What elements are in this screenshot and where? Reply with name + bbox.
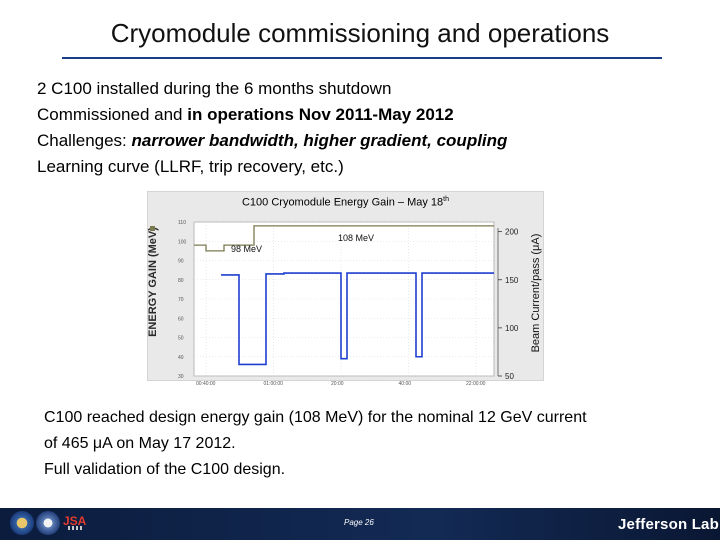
x-tick-label: 40:00 [399,381,412,387]
bullet-emphasis-text: narrower bandwidth, higher gradient, cou… [131,131,508,150]
summary-line-2: of 465 μA on May 17 2012. [44,435,236,452]
chart-frame [147,191,544,381]
bullet-text: Commissioned and [37,105,188,124]
x-tick-label: 00:40:00 [196,381,216,387]
jsa-logo-dots [68,526,82,530]
bullet-line-3: Challenges: narrower bandwidth, higher g… [37,128,697,154]
title-divider [62,57,662,59]
bullet-line-4: Learning curve (LLRF, trip recovery, etc… [37,154,697,180]
bullet-line-1: 2 C100 installed during the 6 months shu… [37,76,697,102]
footer-bar [0,508,720,540]
y-axis-right-label: Beam Current/pass (μA) [530,233,542,353]
jefferson-lab-logo: Jefferson Lab [618,516,719,533]
bullet-line-2: Commissioned and in operations Nov 2011-… [37,102,697,128]
summary-line-1: C100 reached design energy gain (108 MeV… [44,409,587,426]
chart-title-text: C100 Cryomodule Energy Gain – May 18 [241,196,444,209]
jsa-logo: JSA [63,514,87,528]
bullet-text: 2 C100 installed during the 6 months shu… [37,79,392,98]
office-of-science-seal-icon [36,511,60,535]
bullet-text: Challenges: [37,131,132,150]
page-number: Page 26 [344,518,374,527]
y-axis-left-label: ENERGY GAIN (MeV) [147,227,159,337]
chart-title: C100 Cryomodule Energy Gain – May 18th [147,196,544,209]
doe-seal-icon [10,511,34,535]
x-tick-label: 20:00 [331,381,344,387]
summary-text: C100 reached design energy gain (108 MeV… [44,405,694,483]
bullet-text: Learning curve (LLRF, trip recovery, etc… [37,157,344,176]
x-tick-label: 22:00:00 [466,381,486,387]
bullet-list: 2 C100 installed during the 6 months shu… [37,76,697,180]
chart-title-sup: th [443,196,449,203]
bullet-bold-text: in operations Nov 2011-May 2012 [187,105,454,124]
x-tick-label: 01:00:00 [264,381,284,387]
summary-line-3: Full validation of the C100 design. [44,461,286,478]
slide-title: Cryomodule commissioning and operations [110,18,610,48]
